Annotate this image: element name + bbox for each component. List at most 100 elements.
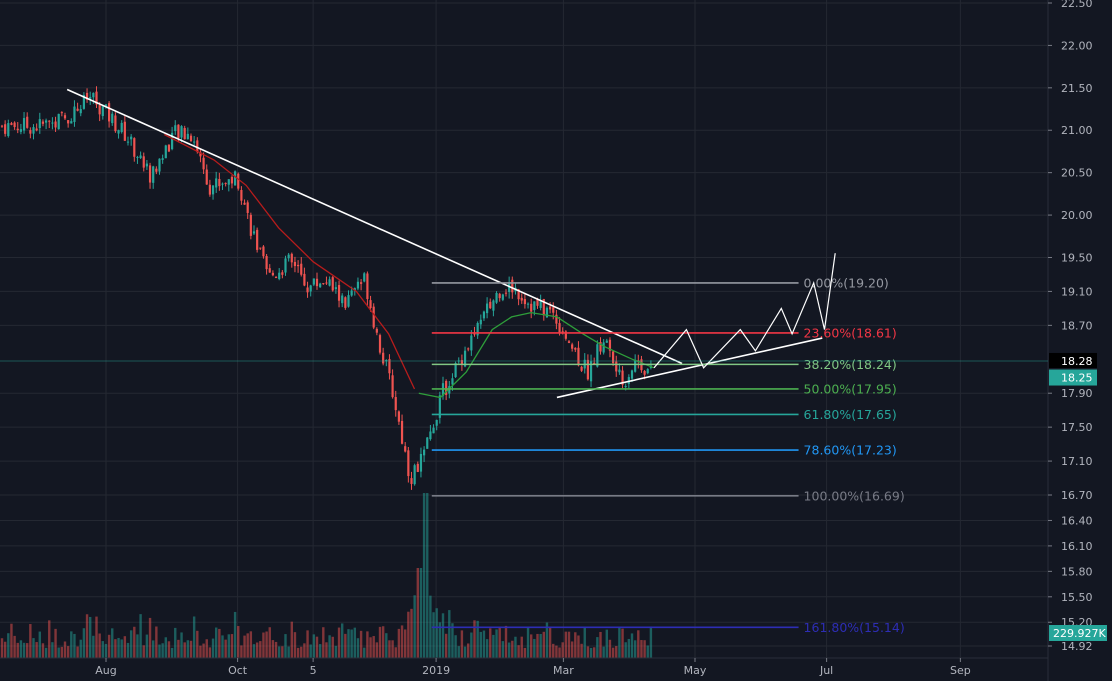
volume-bar: [593, 647, 596, 658]
volume-bar: [233, 611, 237, 658]
volume-bar: [126, 642, 130, 658]
candle-body: [249, 214, 252, 236]
volume-bar: [170, 647, 174, 658]
volume-bar: [435, 608, 438, 658]
time-tick-label: Jul: [819, 664, 833, 677]
candle-body: [205, 169, 208, 185]
time-tick-label: Aug: [95, 664, 116, 677]
candle-body: [366, 273, 369, 300]
price-badges: 18.28 18.25 229.927K: [0, 352, 1107, 641]
volume-bar: [410, 608, 413, 658]
price-tick-label: 16.40: [1061, 514, 1093, 527]
candle-body: [489, 301, 492, 309]
fib-level-label: 23.60%(18.61): [804, 325, 897, 340]
moving-average-line: [164, 133, 416, 390]
volume-bar: [630, 633, 634, 658]
volume-bar: [618, 627, 621, 658]
candle-body: [621, 370, 624, 385]
candle-body: [511, 279, 514, 293]
volume-bar: [315, 636, 319, 658]
candle-body: [300, 263, 303, 275]
volume-bar: [580, 643, 583, 658]
candle-body: [643, 371, 646, 375]
volume-bar: [183, 642, 186, 658]
volume-bar: [583, 627, 586, 658]
volume-bar: [60, 646, 64, 658]
volume-bar: [221, 635, 224, 658]
volume-bar: [353, 627, 356, 658]
candle-body: [523, 299, 526, 305]
candle-body: [416, 463, 419, 472]
time-tick-label: Mar: [553, 664, 574, 677]
candle-body: [482, 311, 486, 319]
volume-bar: [369, 637, 372, 658]
volume-bar: [394, 647, 397, 658]
candle-body: [85, 92, 89, 100]
candle-body: [574, 347, 577, 350]
volume-bar: [649, 626, 653, 658]
candle-body: [577, 347, 580, 366]
volume-bar: [378, 626, 382, 658]
candle-body: [290, 253, 293, 263]
volume-bar: [640, 640, 643, 658]
candle-body: [360, 282, 363, 284]
volume-bar: [615, 646, 618, 658]
candle-body: [76, 108, 79, 111]
candle-body: [136, 156, 139, 158]
volume-bar: [523, 647, 527, 658]
candle-body: [45, 120, 48, 123]
candle-body: [315, 278, 319, 287]
candle-body: [448, 386, 451, 394]
price-tick-label: 15.80: [1061, 565, 1093, 578]
volume-bar: [596, 637, 599, 658]
candle-body: [161, 158, 164, 160]
candle-body: [363, 273, 366, 282]
volume-bar: [558, 647, 561, 658]
volume-bar: [413, 595, 416, 658]
volume-bar: [133, 626, 136, 658]
candle-body: [114, 115, 117, 132]
candle-body: [70, 121, 73, 124]
volume-bar: [312, 634, 316, 658]
volume-bar: [73, 633, 76, 658]
volume-bar: [265, 631, 268, 658]
volume-bar: [643, 640, 646, 658]
candle-body: [278, 272, 281, 280]
candle-body: [281, 272, 284, 275]
price-axis[interactable]: 22.50 22.00 21.50 21.00 20.50 20.00 19.50 19.10…: [1048, 0, 1093, 653]
volume-bar: [57, 647, 60, 658]
volume-bar: [278, 646, 281, 658]
candle-body: [284, 258, 287, 273]
volume-bar: [633, 640, 637, 658]
volume-bar: [375, 642, 379, 658]
volume-bar: [180, 632, 183, 658]
candle-body: [445, 380, 448, 395]
time-axis[interactable]: Aug Oct 5 2019 Mar May Jul Sep: [95, 658, 971, 677]
volume-bar: [296, 647, 300, 658]
price-tick-label: 21.00: [1061, 124, 1093, 137]
candle-body: [457, 360, 460, 362]
volume-bar: [123, 636, 127, 658]
volume-bar: [306, 630, 309, 658]
volume-bar: [249, 631, 253, 658]
volume-bar: [381, 626, 385, 658]
volume-bar: [511, 640, 514, 658]
candle-body: [608, 339, 612, 351]
candle-body: [517, 289, 520, 300]
candle-body: [536, 299, 539, 306]
candle-body: [634, 359, 637, 372]
volume-bar: [460, 630, 464, 658]
volume-bar: [262, 632, 265, 658]
volume-bar: [359, 630, 363, 658]
volume-bar: [51, 642, 54, 658]
candle-body: [571, 344, 574, 349]
candle-body: [555, 314, 558, 324]
volume-bar: [426, 493, 429, 658]
volume-bar: [463, 646, 467, 658]
candle-body: [171, 132, 174, 150]
price-tick-label: 21.50: [1061, 82, 1093, 95]
candle-body: [599, 342, 602, 352]
candle-body: [82, 94, 85, 109]
candle-body: [48, 120, 51, 122]
